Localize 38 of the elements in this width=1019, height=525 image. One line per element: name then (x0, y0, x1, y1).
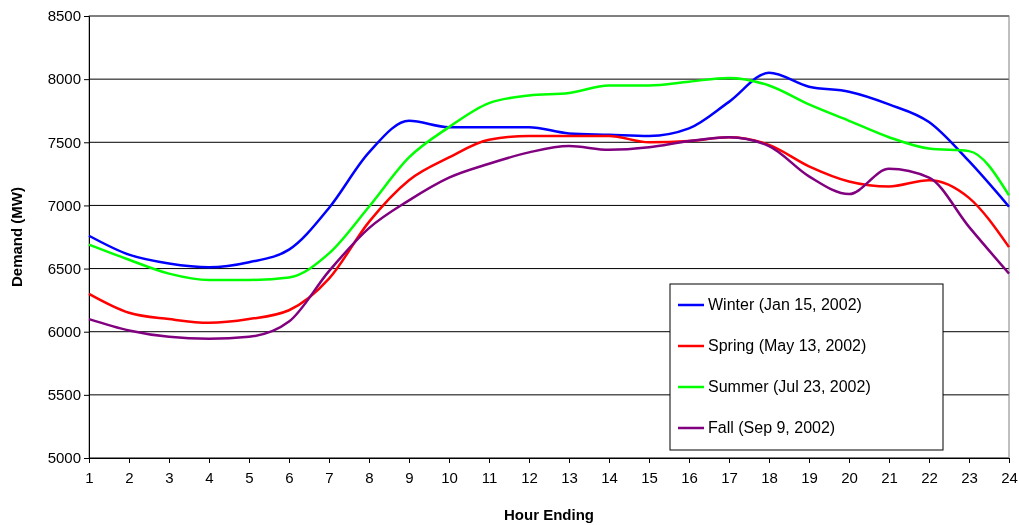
y-tick-label: 5000 (47, 449, 81, 467)
y-tick-label: 8000 (47, 70, 81, 88)
x-tick-label: 11 (481, 468, 498, 486)
x-tick-label: 24 (1001, 468, 1018, 486)
legend-label: Spring (May 13, 2002) (708, 337, 867, 354)
x-tick-label: 21 (881, 468, 898, 486)
x-tick-label: 23 (961, 468, 978, 486)
legend-label: Fall (Sep 9, 2002) (708, 419, 836, 436)
x-tick-label: 13 (561, 468, 578, 486)
y-tick-label: 7000 (47, 196, 81, 214)
x-axis-title: Hour Ending (504, 506, 594, 523)
y-axis-title: Demand (MW) (8, 187, 25, 287)
x-tick-label: 16 (681, 468, 698, 486)
y-tick-label: 6500 (47, 259, 81, 277)
x-tick-label: 19 (801, 468, 818, 486)
x-tick-label: 5 (245, 468, 254, 486)
x-tick-label: 12 (521, 468, 538, 486)
x-tick-label: 7 (325, 468, 334, 486)
x-tick-label: 15 (641, 468, 658, 486)
x-tick-label: 14 (601, 468, 618, 486)
x-tick-label: 4 (205, 468, 214, 486)
x-tick-label: 10 (441, 468, 458, 486)
x-tick-label: 17 (721, 468, 738, 486)
y-tick-label: 6000 (47, 323, 81, 341)
x-tick-label: 18 (761, 468, 778, 486)
y-tick-label: 5500 (47, 386, 81, 404)
legend-label: Winter (Jan 15, 2002) (708, 296, 862, 313)
y-tick-label: 8500 (47, 7, 81, 25)
x-tick-label: 3 (165, 468, 174, 486)
legend-label: Summer (Jul 23, 2002) (708, 378, 871, 395)
x-tick-label: 22 (921, 468, 938, 486)
x-tick-label: 8 (365, 468, 374, 486)
x-tick-label: 20 (841, 468, 858, 486)
x-tick-label: 9 (405, 468, 414, 486)
x-tick-label: 2 (125, 468, 134, 486)
x-tick-label: 6 (285, 468, 294, 486)
y-tick-label: 7500 (47, 133, 81, 151)
x-tick-label: 1 (85, 468, 94, 486)
